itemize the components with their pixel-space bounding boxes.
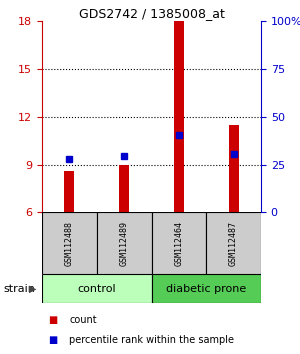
Bar: [229, 125, 238, 212]
Text: percentile rank within the sample: percentile rank within the sample: [69, 335, 234, 345]
Bar: [152, 212, 206, 274]
Bar: [64, 171, 74, 212]
Text: control: control: [77, 284, 116, 293]
Text: ■: ■: [48, 315, 57, 325]
Text: GSM112489: GSM112489: [120, 221, 129, 266]
Bar: [174, 21, 184, 212]
Text: GSM112464: GSM112464: [174, 221, 183, 266]
Bar: [206, 212, 261, 274]
Text: GSM112487: GSM112487: [229, 221, 238, 266]
Title: GDS2742 / 1385008_at: GDS2742 / 1385008_at: [79, 7, 224, 20]
Text: ■: ■: [48, 335, 57, 345]
Bar: [152, 274, 261, 303]
Bar: [42, 212, 97, 274]
Text: diabetic prone: diabetic prone: [166, 284, 246, 293]
Text: GSM112488: GSM112488: [65, 221, 74, 266]
Bar: [97, 212, 152, 274]
Bar: [119, 165, 129, 212]
Text: ▶: ▶: [28, 284, 36, 293]
Bar: [42, 274, 152, 303]
Text: count: count: [69, 315, 97, 325]
Text: strain: strain: [3, 284, 35, 293]
